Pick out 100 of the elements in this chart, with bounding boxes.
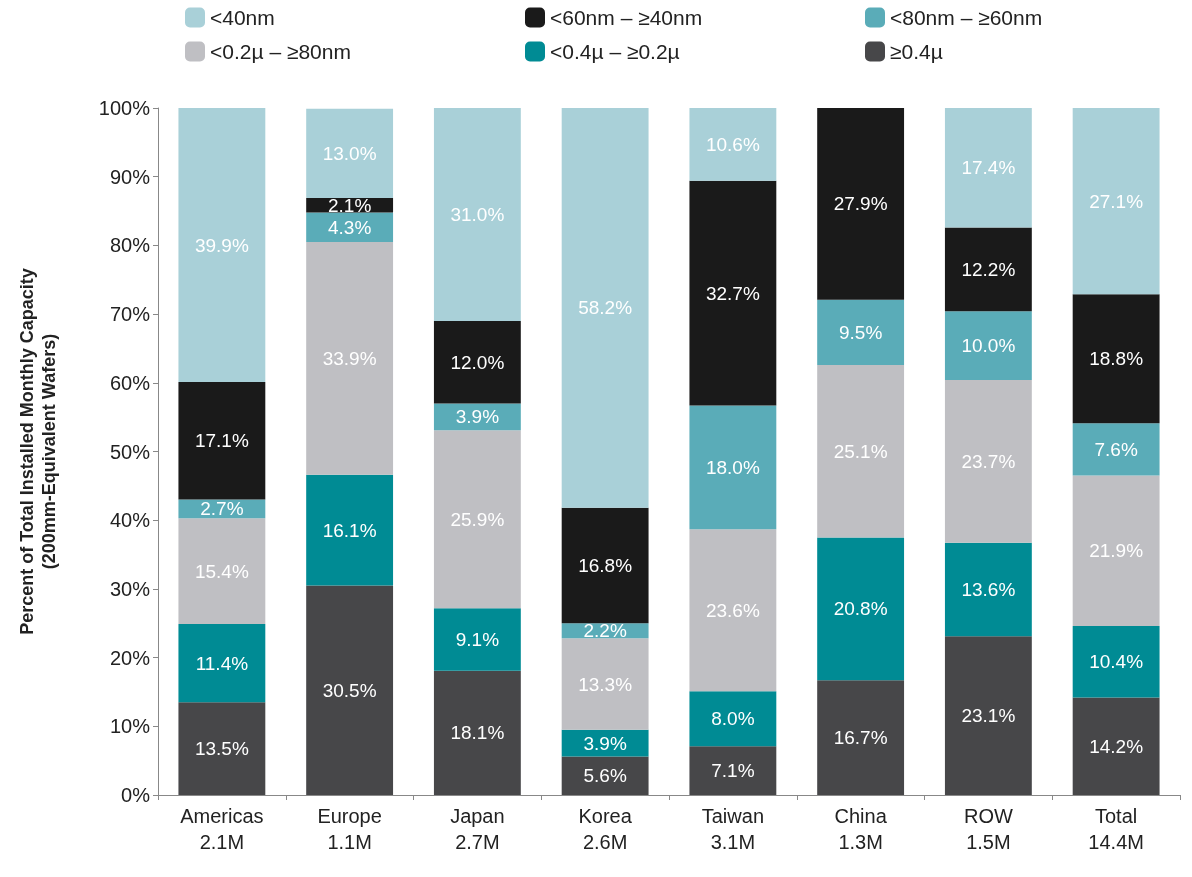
- bar: [944, 227, 1032, 312]
- bar: [1072, 108, 1160, 295]
- data-label: 13.6%: [961, 579, 1016, 601]
- bar: [689, 108, 777, 181]
- data-label: 12.0%: [450, 351, 505, 373]
- bar: [433, 320, 521, 404]
- bar: [178, 702, 266, 795]
- y-tick-label: 20%: [109, 646, 151, 669]
- data-label: 7.6%: [1094, 438, 1138, 460]
- y-tick-label: 90%: [109, 165, 151, 188]
- bar: [1072, 475, 1160, 626]
- data-label: 23.7%: [961, 450, 1016, 472]
- data-label: 13.0%: [322, 142, 377, 164]
- legend-label: <60nm – ≥40nm: [550, 6, 703, 29]
- y-tick-label: 80%: [109, 234, 151, 257]
- bar: [178, 518, 266, 624]
- legend-label: ≥0.4µ: [890, 40, 943, 63]
- legend-label: <0.4µ – ≥0.2µ: [550, 40, 680, 63]
- y-tick-label: 0%: [121, 784, 151, 806]
- bar: [561, 507, 649, 624]
- x-tick-label: Korea 2.6M: [578, 805, 633, 853]
- x-tick-label: ROW 1.5M: [963, 805, 1013, 853]
- data-label: 18.8%: [1089, 348, 1144, 370]
- data-label: 10.4%: [1089, 651, 1144, 673]
- bar: [689, 405, 777, 530]
- data-label: 9.1%: [455, 628, 500, 650]
- data-label: 20.8%: [833, 598, 888, 620]
- bar: [306, 585, 394, 795]
- data-label: 27.1%: [1089, 190, 1144, 212]
- bar: [817, 364, 905, 538]
- data-label: 17.4%: [961, 157, 1016, 179]
- y-tick-label: 30%: [109, 577, 151, 600]
- data-label: 23.6%: [705, 599, 760, 621]
- x-tick-label: Japan 2.7M: [450, 805, 505, 853]
- bar: [1072, 626, 1160, 698]
- bar: [1072, 423, 1160, 476]
- y-tick-label: 70%: [109, 303, 151, 326]
- data-label: 23.1%: [961, 705, 1016, 727]
- bar: [817, 680, 905, 795]
- legend-label: <40nm: [210, 6, 275, 29]
- bar: [689, 180, 777, 406]
- bar: [689, 691, 777, 747]
- data-label: 30.5%: [322, 679, 377, 701]
- data-label: 27.9%: [833, 193, 888, 215]
- bar: [433, 608, 521, 671]
- legend-label: <0.2µ – ≥80nm: [210, 40, 351, 63]
- bar: [817, 537, 905, 681]
- bar: [306, 108, 394, 198]
- data-label: 25.1%: [833, 440, 888, 462]
- y-axis-title: Percent of Total Installed Monthly Capacity (200mm-Equivalent Wafers): [17, 268, 59, 635]
- bar: [178, 382, 266, 500]
- data-label: 8.0%: [711, 708, 755, 730]
- data-label: 7.1%: [711, 760, 755, 782]
- data-label: 11.4%: [195, 652, 249, 674]
- data-label: 2.7%: [200, 498, 244, 520]
- data-label: 9.5%: [838, 321, 883, 343]
- bar: [944, 636, 1032, 795]
- bar: [944, 542, 1032, 637]
- data-label: 2.1%: [327, 194, 372, 216]
- data-label: 18.1%: [450, 722, 505, 744]
- legend-label: <80nm – ≥60nm: [890, 6, 1043, 29]
- data-label: 15.4%: [194, 560, 249, 582]
- bar: [433, 430, 521, 609]
- bar: [944, 108, 1032, 228]
- y-tick-label: 100%: [98, 97, 151, 119]
- bar: [561, 108, 649, 508]
- data-label: 39.9%: [194, 234, 249, 256]
- bar: [306, 212, 394, 242]
- bar: [433, 108, 521, 321]
- data-label: 16.8%: [578, 555, 633, 577]
- data-label: 32.7%: [705, 282, 760, 304]
- bar: [1072, 294, 1160, 424]
- bar: [944, 311, 1032, 381]
- x-tick-label: Americas 2.1M: [180, 805, 264, 853]
- data-label: 25.9%: [450, 508, 505, 530]
- data-label: 13.5%: [194, 738, 249, 760]
- data-label: 18.0%: [705, 456, 760, 478]
- bar: [1072, 697, 1160, 795]
- data-label: 31.0%: [450, 203, 505, 225]
- bar: [561, 756, 649, 795]
- bar: [817, 108, 905, 300]
- data-label: 3.9%: [455, 406, 500, 428]
- data-label: 2.2%: [583, 620, 627, 642]
- y-tick-label: 40%: [109, 509, 151, 532]
- bar: [306, 241, 394, 475]
- data-label: 58.2%: [578, 297, 633, 319]
- bar: [944, 380, 1032, 543]
- bar: [178, 108, 266, 383]
- x-tick-label: China 1.3M: [834, 805, 888, 853]
- bar: [433, 670, 521, 795]
- bar: [689, 746, 777, 795]
- bar: [689, 529, 777, 692]
- data-label: 10.6%: [705, 133, 760, 155]
- data-label: 10.0%: [961, 335, 1016, 357]
- data-label: 33.9%: [322, 347, 377, 369]
- y-tick-label: 50%: [109, 440, 151, 463]
- data-label: 5.6%: [583, 765, 627, 787]
- bar: [561, 638, 649, 730]
- bar: [306, 474, 394, 586]
- x-tick-label: Europe 1.1M: [317, 805, 382, 853]
